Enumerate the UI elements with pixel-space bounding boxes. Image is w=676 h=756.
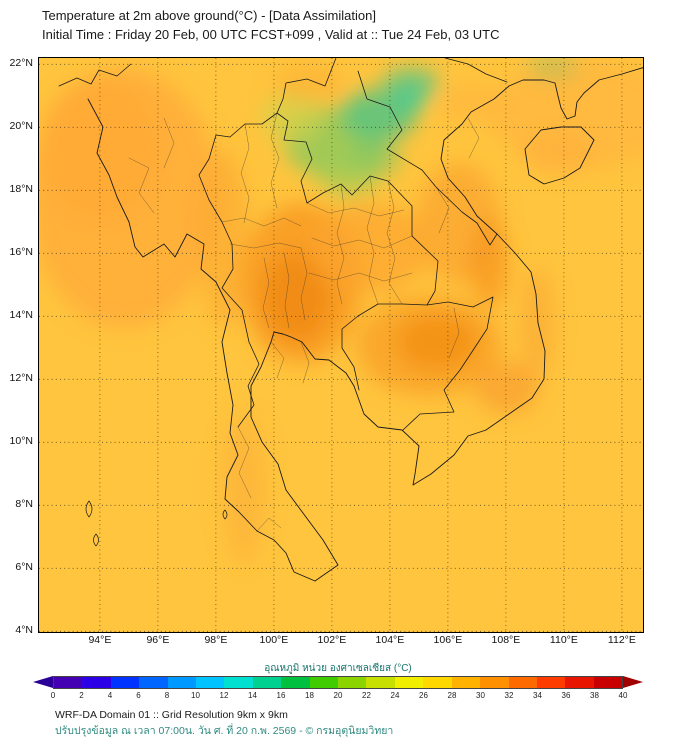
colorbar-tick-label: 30 — [476, 691, 485, 700]
x-axis-label: 110°E — [549, 634, 578, 646]
hainan-island — [524, 126, 595, 185]
colorbar-tick-label: 6 — [136, 691, 141, 700]
temperature-field — [39, 58, 643, 632]
temperature-map-svg — [39, 58, 643, 632]
small-islands — [85, 500, 228, 547]
x-axis-label: 112°E — [607, 634, 636, 646]
colorbar-segment — [480, 677, 509, 688]
colorbar-segment — [110, 677, 140, 688]
map-frame — [38, 57, 644, 633]
colorbar-tick-label: 18 — [305, 691, 314, 700]
x-axis-label: 98°E — [204, 634, 228, 646]
colorbar-tick-label: 24 — [390, 691, 400, 700]
colorbar-tick-label: 4 — [107, 691, 113, 700]
colorbar-segment — [54, 677, 83, 688]
colorbar-segment — [565, 677, 594, 688]
colorbar-segment — [394, 677, 424, 688]
colorbar-segments — [53, 676, 623, 689]
y-axis-label: 20°N — [9, 120, 33, 133]
colorbar-tick-label: 38 — [590, 691, 599, 700]
x-axis-label: 96°E — [146, 634, 170, 646]
colorbar-segment — [224, 677, 253, 688]
colorbar-tick-label: 32 — [504, 691, 514, 700]
colorbar-tick-label: 8 — [164, 691, 170, 700]
x-axis-label: 106°E — [433, 634, 463, 646]
y-axis-label: 4°N — [15, 624, 33, 637]
colorbar-segment — [423, 677, 452, 688]
map-boundaries — [58, 58, 643, 582]
colorbar-tick-label: 40 — [618, 691, 628, 700]
colorbar-title: อุณหภูมิ หน่วย องศาเซลเซียส (°C) — [264, 663, 412, 674]
y-axis-label: 12°N — [9, 372, 33, 385]
x-axis-label: 100°E — [259, 634, 289, 646]
colorbar-tick-label: 22 — [362, 691, 371, 700]
colorbar-tick-label: 2 — [79, 691, 84, 700]
y-axis-label: 18°N — [9, 183, 33, 196]
y-axis-label: 22°N — [9, 57, 33, 70]
map-header: Temperature at 2m above ground(°C) - [Da… — [42, 6, 499, 44]
colorbar-tick-label: 20 — [333, 691, 343, 700]
colorbar-segment — [196, 677, 225, 688]
colorbar-tick-label: 14 — [248, 691, 257, 700]
colorbar-segment — [82, 677, 111, 688]
colorbar-left-arrow — [33, 676, 53, 688]
colorbar-tick-labels: 0 2 4 6 8 10 12 14 16 18 20 22 24 26 28 30 32 34 36 38 40 — [33, 691, 643, 702]
colorbar-segment — [338, 677, 367, 688]
colorbar-segment — [366, 677, 395, 688]
province-borders — [128, 112, 480, 532]
colorbar-segment — [281, 677, 310, 688]
colorbar-segment — [309, 677, 339, 688]
x-axis-label: 108°E — [491, 634, 521, 646]
colorbar — [33, 676, 643, 689]
footer-update-info: ปรับปรุงข้อมูล ณ เวลา 07:00น. วัน ศ. ที่… — [55, 725, 394, 737]
colorbar-segment — [508, 677, 537, 688]
coastline — [87, 67, 643, 582]
colorbar-tick-label: 36 — [561, 691, 571, 700]
x-axis-label: 104°E — [375, 634, 405, 646]
colorbar-right-arrow — [623, 676, 643, 688]
colorbar-tick-label: 12 — [219, 691, 229, 700]
x-axis-label: 94°E — [88, 634, 112, 646]
colorbar-tick-label: 16 — [276, 691, 286, 700]
map-title: Temperature at 2m above ground(°C) - [Da… — [42, 8, 376, 23]
y-axis-label: 6°N — [15, 561, 33, 574]
x-axis-labels: 94°E 96°E 98°E 100°E 102°E 104°E 106°E 108°E 110… — [39, 634, 643, 648]
y-axis-label: 16°N — [9, 246, 33, 259]
colorbar-segment — [252, 677, 282, 688]
colorbar-tick-label: 0 — [50, 691, 56, 700]
y-axis-label: 8°N — [15, 498, 33, 511]
colorbar-segment — [593, 677, 623, 688]
colorbar-tick-label: 26 — [419, 691, 428, 700]
colorbar-segment — [139, 677, 168, 688]
colorbar-tick-label: 34 — [533, 691, 542, 700]
colorbar-tick-label: 10 — [191, 691, 200, 700]
y-axis-label: 10°N — [9, 435, 33, 448]
y-axis-labels: 22°N 20°N 18°N 16°N 14°N 12°N 10°N 8°N 6°N 4°N — [0, 57, 35, 636]
colorbar-segment — [167, 677, 197, 688]
colorbar-segment — [451, 677, 481, 688]
footer-domain-info: WRF-DA Domain 01 :: Grid Resolution 9km … — [55, 709, 288, 721]
map-subtitle: Initial Time : Friday 20 Feb, 00 UTC FCS… — [42, 27, 500, 42]
x-axis-label: 102°E — [317, 634, 347, 646]
map-footer: WRF-DA Domain 01 :: Grid Resolution 9km … — [55, 707, 393, 739]
colorbar-segment — [536, 677, 566, 688]
y-axis-label: 14°N — [9, 309, 33, 322]
colorbar-tick-label: 28 — [447, 691, 457, 700]
